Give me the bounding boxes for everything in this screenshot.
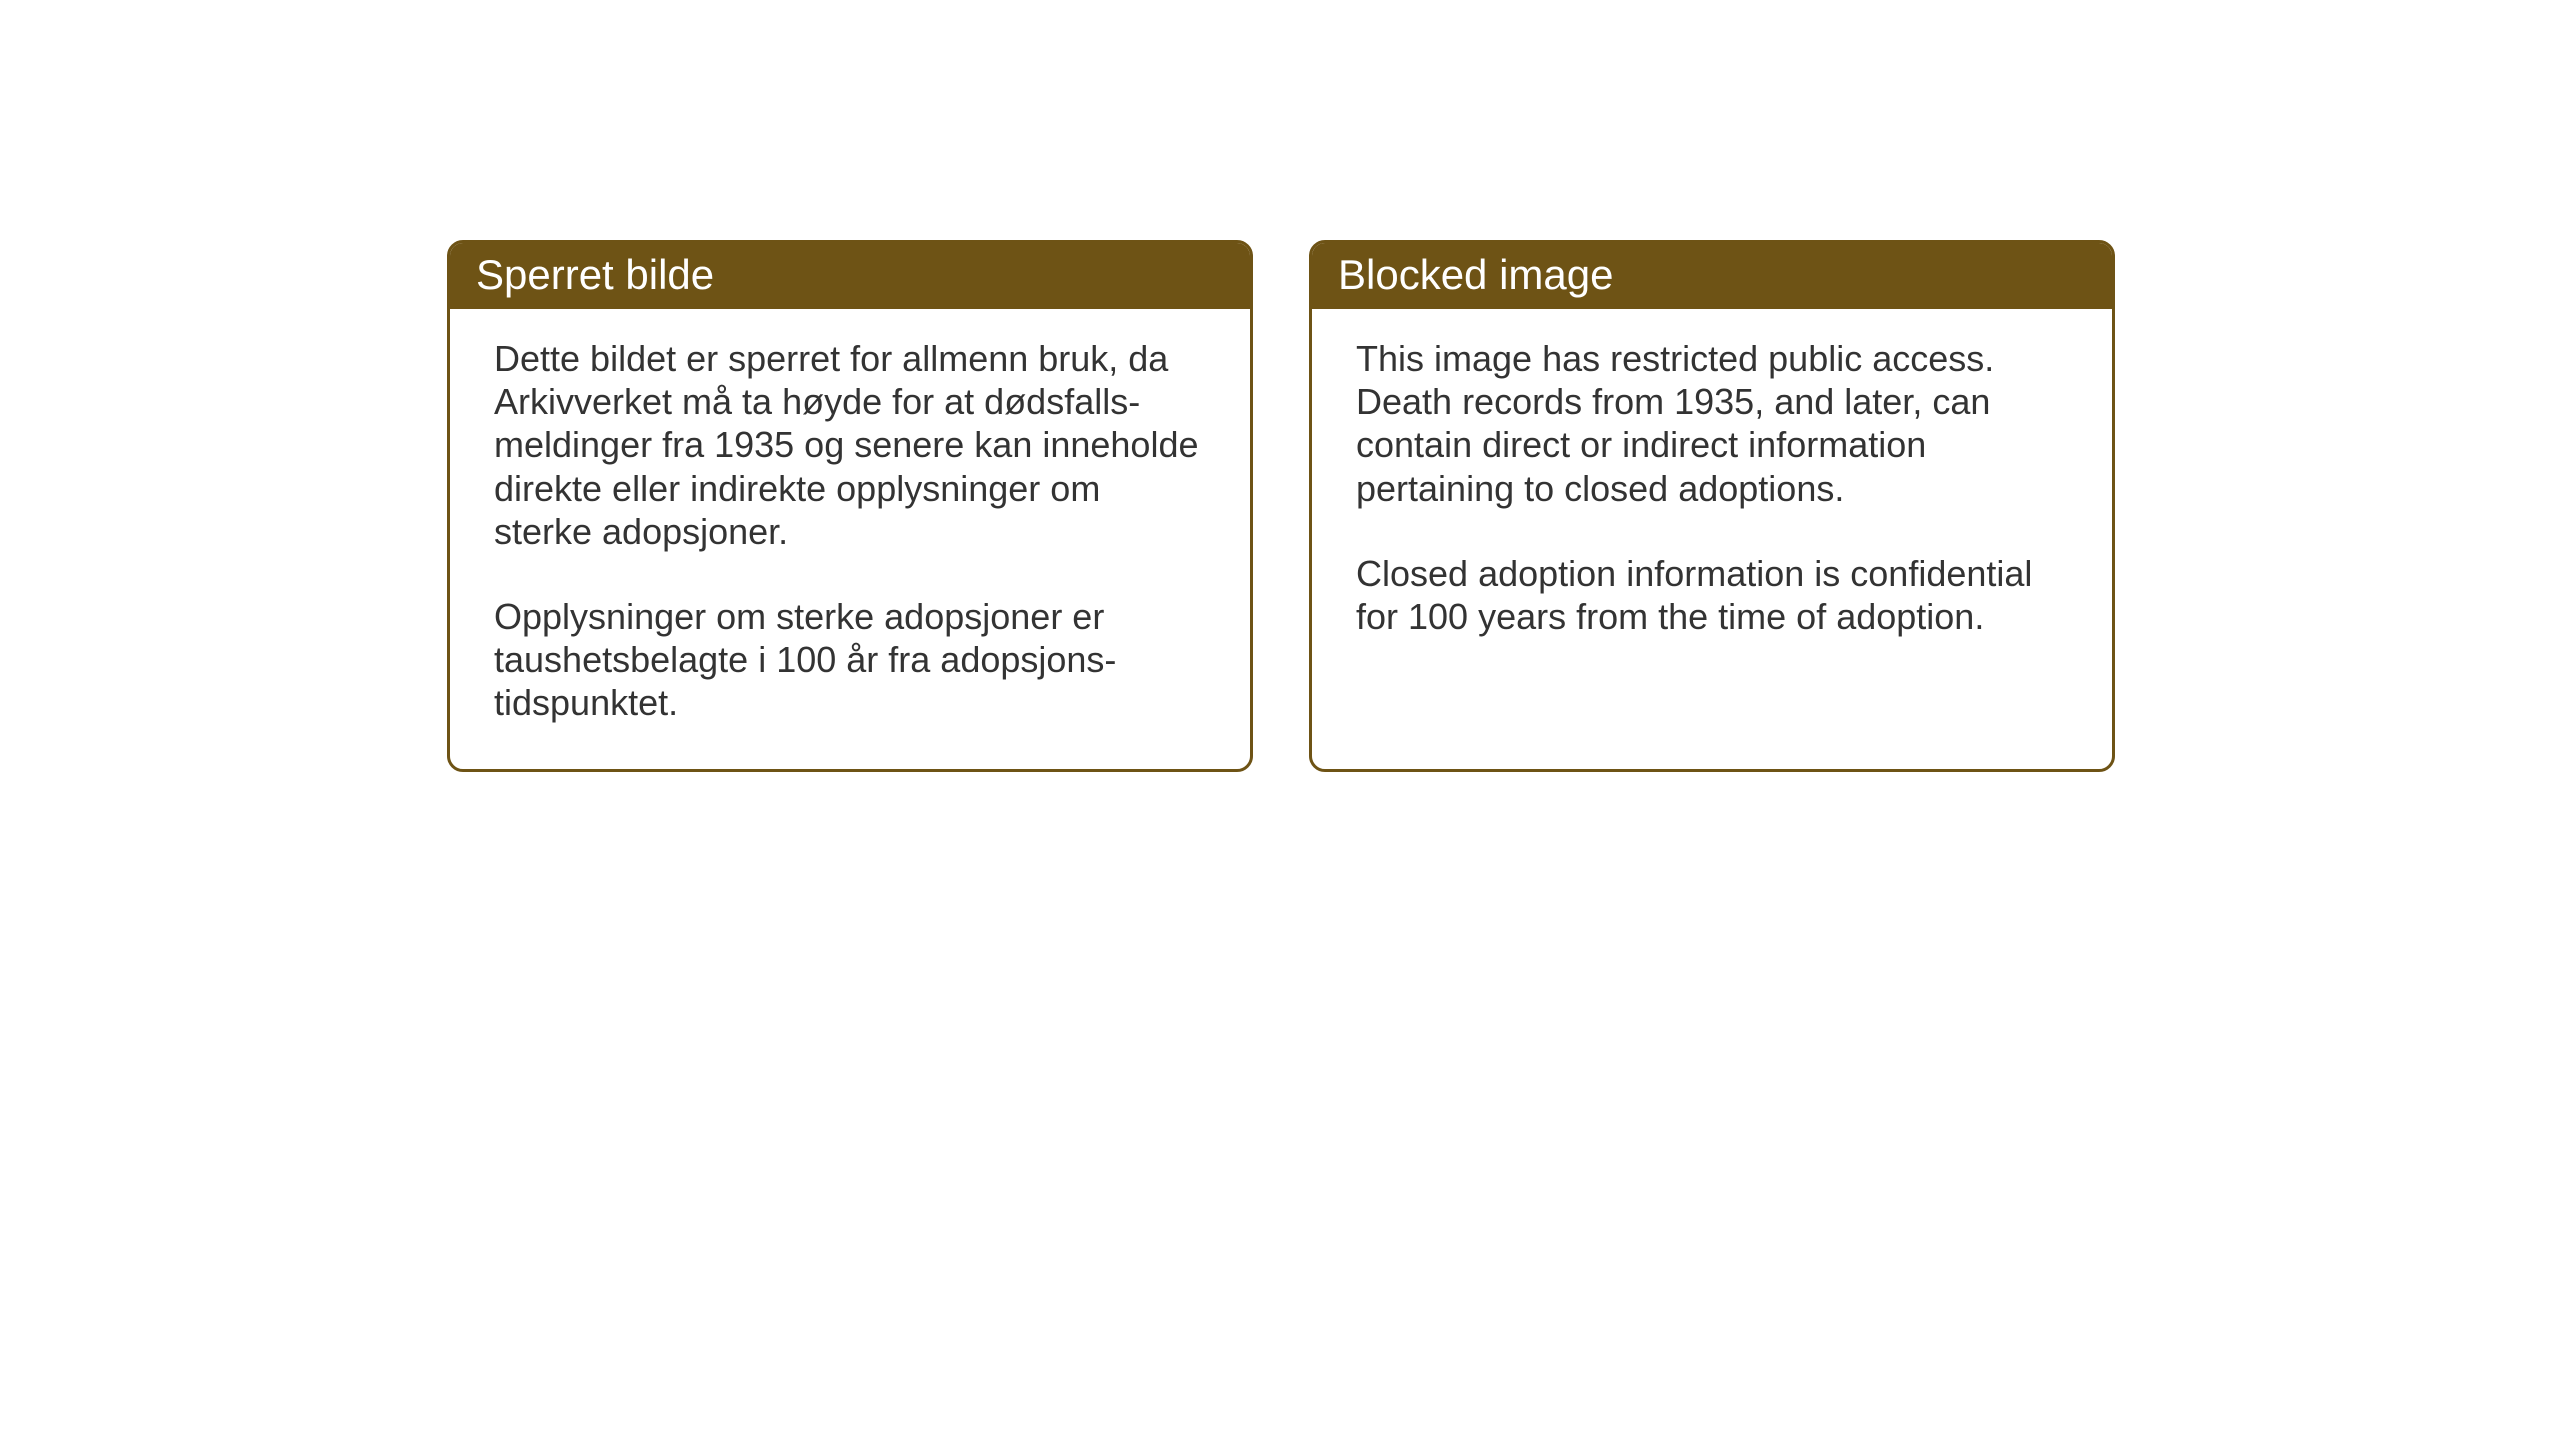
card-paragraph-2-norwegian: Opplysninger om sterke adopsjoner er tau… xyxy=(494,595,1206,725)
card-header-norwegian: Sperret bilde xyxy=(450,243,1250,309)
card-body-norwegian: Dette bildet er sperret for allmenn bruk… xyxy=(450,309,1250,769)
card-body-english: This image has restricted public access.… xyxy=(1312,309,2112,682)
card-header-english: Blocked image xyxy=(1312,243,2112,309)
notice-container: Sperret bilde Dette bildet er sperret fo… xyxy=(447,240,2115,772)
card-paragraph-1-english: This image has restricted public access.… xyxy=(1356,337,2068,510)
notice-card-norwegian: Sperret bilde Dette bildet er sperret fo… xyxy=(447,240,1253,772)
card-paragraph-2-english: Closed adoption information is confident… xyxy=(1356,552,2068,638)
card-title-english: Blocked image xyxy=(1338,251,2086,299)
notice-card-english: Blocked image This image has restricted … xyxy=(1309,240,2115,772)
card-paragraph-1-norwegian: Dette bildet er sperret for allmenn bruk… xyxy=(494,337,1206,553)
card-title-norwegian: Sperret bilde xyxy=(476,251,1224,299)
